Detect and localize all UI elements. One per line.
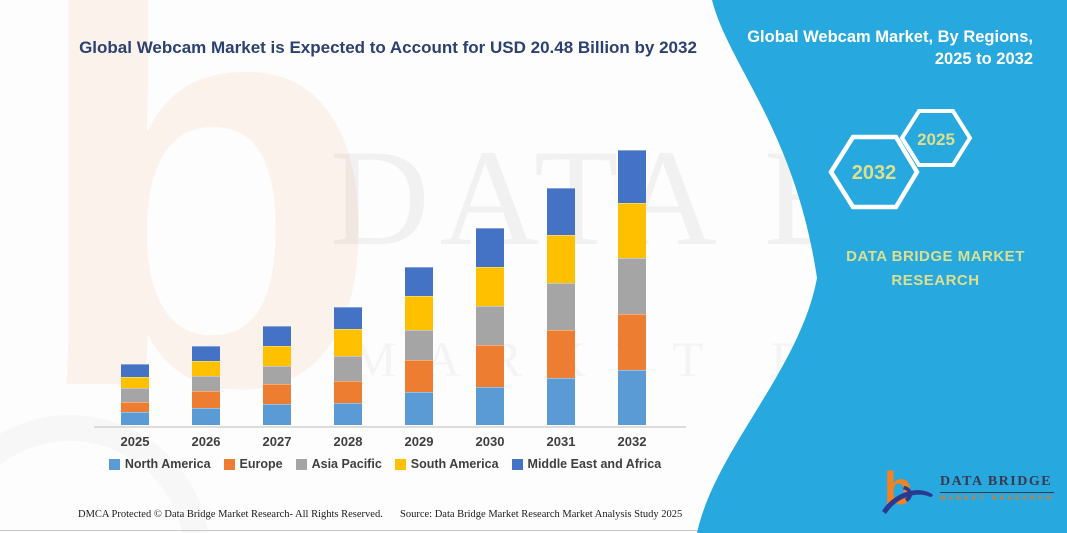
x-axis-label-2030: 2030 [475, 434, 505, 449]
bar-2027-south-america [263, 345, 291, 366]
logo-swoosh [882, 490, 933, 514]
bar-2028-north-america [334, 402, 362, 425]
bar-2030 [476, 228, 504, 425]
bar-2031-middle-east-and-africa [547, 187, 575, 236]
legend-label: North America [124, 457, 211, 471]
hexagon-2032 [828, 134, 920, 210]
company-logo-text: DATA BRIDGE MARKET RESEARCH [940, 474, 1055, 502]
bar-2026-middle-east-and-africa [192, 346, 220, 362]
legend-label: South America [410, 457, 499, 471]
panel-heading-line1: Global Webcam Market, By Regions, [747, 28, 1033, 46]
legend-item-middle-east-and-africa: Middle East and Africa [511, 457, 662, 471]
dmca-notice: DMCA Protected © Data Bridge Market Rese… [78, 509, 383, 520]
bar-2032-asia-pacific [618, 258, 646, 314]
bar-2032-middle-east-and-africa [618, 149, 646, 204]
legend-item-asia-pacific: Asia Pacific [295, 457, 382, 471]
bar-2025-south-america [121, 376, 149, 388]
bar-2027-middle-east-and-africa [263, 326, 291, 346]
bottom-divider-line [0, 530, 1067, 531]
x-axis-line [94, 426, 686, 428]
chart-legend: North America Europe Asia Pacific South Ame… [80, 457, 690, 471]
hexagon-2025 [899, 109, 973, 167]
bar-2025-asia-pacific [121, 387, 149, 402]
bar-2027-europe [263, 384, 291, 405]
source-note: Source: Data Bridge Market Research Mark… [400, 509, 683, 520]
bar-2028 [334, 306, 362, 425]
bar-2029 [405, 266, 433, 425]
bar-2030-north-america [476, 386, 504, 425]
bar-2025-middle-east-and-africa [121, 364, 149, 377]
bar-2030-asia-pacific [476, 305, 504, 345]
x-axis-label-2032: 2032 [617, 434, 647, 449]
bar-2031-asia-pacific [547, 283, 575, 331]
legend-item-europe: Europe [223, 457, 283, 471]
bar-2029-south-america [405, 295, 433, 331]
x-axis-label-2029: 2029 [404, 434, 434, 449]
x-axis-label-2031: 2031 [546, 434, 576, 449]
logo-name: DATA BRIDGE [940, 474, 1055, 493]
logo-tagline: MARKET RESEARCH [940, 495, 1055, 502]
bar-2025-europe [121, 401, 149, 412]
legend-label: Europe [239, 457, 283, 471]
bar-2028-south-america [334, 328, 362, 356]
bar-2029-north-america [405, 392, 433, 425]
bar-2030-middle-east-and-africa [476, 228, 504, 267]
bar-2025-north-america [121, 411, 149, 425]
bar-2027-north-america [263, 404, 291, 425]
legend-swatch [394, 458, 406, 470]
bar-2027-asia-pacific [263, 365, 291, 385]
bar-2031-europe [547, 330, 575, 378]
chart-title: Global Webcam Market is Expected to Acco… [79, 38, 697, 57]
legend-swatch [223, 458, 235, 470]
company-logo-mark: b [882, 464, 933, 514]
bar-2032-europe [618, 313, 646, 370]
bar-2030-south-america [476, 266, 504, 306]
bar-2026-europe [192, 391, 220, 408]
bar-2026 [192, 346, 220, 425]
x-axis-label-2025: 2025 [120, 434, 150, 449]
bar-2032 [618, 149, 646, 425]
bar-2027 [263, 326, 291, 425]
bar-2031-south-america [547, 235, 575, 284]
x-axis-label-2026: 2026 [191, 434, 221, 449]
legend-item-south-america: South America [394, 457, 499, 471]
bar-2026-asia-pacific [192, 375, 220, 392]
bar-2028-europe [334, 380, 362, 403]
company-logo: b DATA BRIDGE MARKET RESEARCH [882, 464, 1055, 516]
legend-swatch [511, 458, 523, 470]
legend-swatch [108, 458, 120, 470]
bar-2031 [547, 187, 575, 425]
legend-swatch [295, 458, 307, 470]
bar-2029-asia-pacific [405, 330, 433, 361]
legend-item-north-america: North America [108, 457, 211, 471]
logo-d-arc [903, 486, 913, 502]
panel-heading-line2: 2025 to 2032 [934, 50, 1033, 68]
bar-2029-europe [405, 360, 433, 393]
hexagon-2032-label: 2032 [852, 162, 897, 184]
bar-2026-south-america [192, 361, 220, 376]
legend-label: Middle East and Africa [527, 457, 662, 471]
bar-2030-europe [476, 344, 504, 387]
panel-brand-line1: DATA BRIDGE MARKET [846, 248, 1025, 265]
legend-label: Asia Pacific [311, 457, 382, 471]
bar-2028-middle-east-and-africa [334, 306, 362, 329]
bar-2029-middle-east-and-africa [405, 266, 433, 296]
panel-brand-line2: RESEARCH [891, 272, 980, 289]
panel-brand-name: DATA BRIDGE MARKET RESEARCH [828, 245, 1043, 293]
bar-2025 [121, 364, 149, 425]
bar-2032-north-america [618, 369, 646, 425]
x-axis-label-2027: 2027 [262, 434, 292, 449]
bar-2032-south-america [618, 203, 646, 259]
bar-2026-north-america [192, 407, 220, 425]
bar-2028-asia-pacific [334, 355, 362, 381]
hexagon-2025-label: 2025 [917, 130, 955, 149]
bar-2031-north-america [547, 377, 575, 425]
x-axis-label-2028: 2028 [333, 434, 363, 449]
panel-heading: Global Webcam Market, By Regions, 2025 t… [713, 26, 1033, 70]
